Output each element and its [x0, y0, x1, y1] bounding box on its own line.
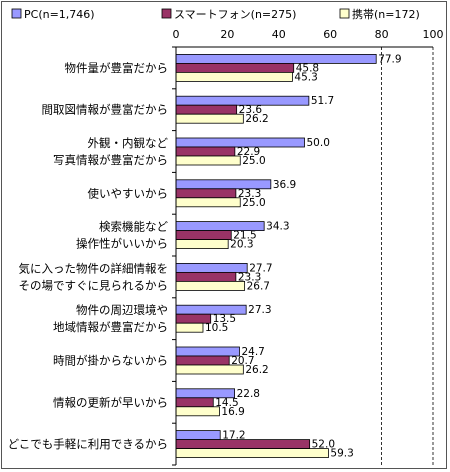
data-label: 26.2 [245, 364, 268, 376]
category-label: 物件の周辺環境や [76, 303, 168, 317]
data-label: 45.8 [296, 62, 319, 74]
bar [175, 355, 230, 366]
data-label: 20.3 [230, 239, 253, 251]
bar [175, 346, 240, 357]
data-label: 77.9 [378, 53, 401, 65]
legend-label: スマートフォン(n=275) [174, 8, 296, 21]
data-label: 16.9 [221, 406, 244, 418]
bar [175, 54, 377, 64]
x-tick-label: 40 [272, 28, 286, 41]
bar [175, 197, 241, 208]
data-label: 27.7 [249, 262, 272, 274]
data-label: 22.8 [237, 388, 260, 400]
data-label: 23.3 [238, 188, 261, 200]
category-label: 気に入った物件の詳細情報を [19, 261, 169, 275]
x-tick-label: 0 [173, 28, 180, 41]
bar [175, 239, 229, 250]
data-label: 27.3 [248, 304, 271, 316]
data-label: 50.0 [307, 137, 330, 149]
category-label: 時間が掛からないから [53, 354, 168, 368]
bar [175, 63, 295, 73]
category-label: 外観・内観など [88, 136, 169, 150]
bar [175, 146, 236, 157]
category-label: 間取図情報が豊富だから [42, 103, 169, 117]
data-label: 24.7 [241, 346, 264, 358]
category-label: 使いやすいから [88, 186, 169, 200]
data-label: 25.0 [242, 155, 265, 167]
data-label: 21.5 [233, 230, 256, 242]
data-label: 36.9 [273, 179, 296, 191]
bar [175, 113, 244, 124]
legend-swatch [339, 8, 350, 19]
legend-label: 携帯(n=172) [352, 7, 420, 21]
legend-swatch [11, 8, 22, 19]
data-label: 22.9 [237, 146, 260, 158]
data-label: 45.3 [294, 71, 317, 83]
x-tick-label: 20 [220, 28, 234, 41]
x-tick-label: 80 [375, 28, 389, 41]
bar [175, 155, 241, 166]
bar [175, 322, 204, 333]
data-label: 25.0 [242, 197, 265, 209]
data-label: 17.2 [222, 430, 245, 442]
data-label: 26.7 [247, 280, 270, 292]
bar [175, 188, 237, 199]
category-label: 地域情報が豊富だから [53, 320, 168, 334]
bar [175, 397, 214, 408]
bar [175, 104, 238, 115]
bar [175, 430, 221, 441]
data-label: 10.5 [205, 322, 228, 334]
legend-swatch [161, 8, 172, 19]
bar [175, 439, 311, 450]
data-label: 34.3 [266, 221, 289, 233]
bar [175, 262, 248, 273]
bar [175, 271, 237, 282]
bar [175, 72, 293, 82]
category-label: その場ですぐに見られるから [19, 278, 169, 292]
bar [175, 230, 232, 241]
data-label: 23.3 [238, 271, 261, 283]
data-label: 13.5 [213, 313, 236, 325]
x-tick-label: 100 [423, 28, 444, 41]
category-label: 検索機能など [99, 220, 168, 234]
category-label: どこでも手軽に利用できるから [8, 437, 168, 451]
bar [175, 448, 329, 459]
data-label: 20.7 [231, 355, 254, 367]
category-label: 操作性がいいから [76, 237, 168, 251]
bar [175, 364, 244, 375]
data-label: 26.2 [245, 113, 268, 125]
bar [175, 406, 220, 417]
category-label: 物件量が豊富だから [65, 61, 169, 75]
bar [175, 280, 246, 291]
data-label: 14.5 [215, 397, 238, 409]
data-label: 51.7 [311, 95, 334, 107]
category-label: 情報の更新が早いから [53, 395, 168, 409]
data-label: 23.6 [239, 104, 263, 116]
data-label: 52.0 [312, 439, 335, 451]
legend-label: PC(n=1,746) [24, 8, 95, 21]
data-label: 59.3 [330, 448, 353, 460]
category-label: 写真情報が豊富だから [53, 153, 168, 167]
x-tick-label: 60 [323, 28, 337, 41]
